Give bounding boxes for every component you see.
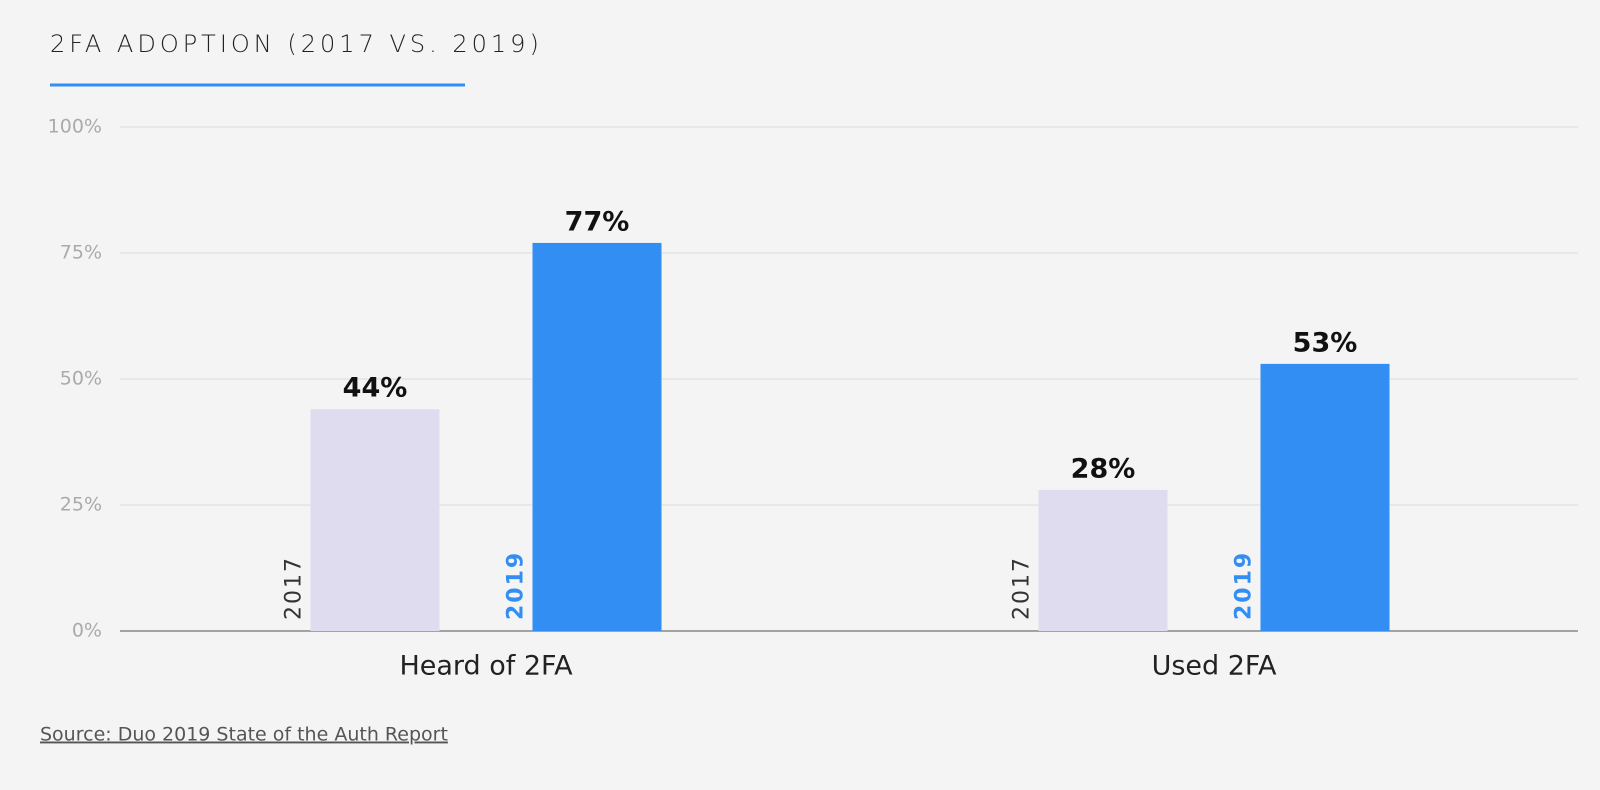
- series-label: 2019: [1232, 551, 1257, 620]
- y-tick-label: 25%: [60, 494, 102, 516]
- y-tick-label: 100%: [48, 116, 102, 138]
- y-tick-label: 75%: [60, 242, 102, 264]
- bar: [532, 242, 662, 632]
- bar: [1260, 363, 1390, 631]
- source-link[interactable]: Source: Duo 2019 State of the Auth Repor…: [40, 724, 448, 746]
- value-label: 53%: [1293, 327, 1358, 358]
- chart-title: 2FA ADOPTION (2017 VS. 2019): [50, 30, 543, 58]
- y-tick-label: 0%: [72, 620, 102, 642]
- value-label: 44%: [343, 373, 408, 404]
- y-tick-label: 50%: [60, 368, 102, 390]
- x-tick-label: Heard of 2FA: [399, 651, 573, 682]
- value-label: 77%: [565, 206, 630, 237]
- series-label: 2019: [504, 551, 529, 620]
- x-tick-label: Used 2FA: [1152, 651, 1277, 682]
- series-label: 2017: [282, 556, 307, 620]
- bar: [310, 409, 440, 631]
- bar: [1038, 489, 1168, 631]
- series-label: 2017: [1010, 556, 1035, 620]
- value-label: 28%: [1071, 453, 1136, 484]
